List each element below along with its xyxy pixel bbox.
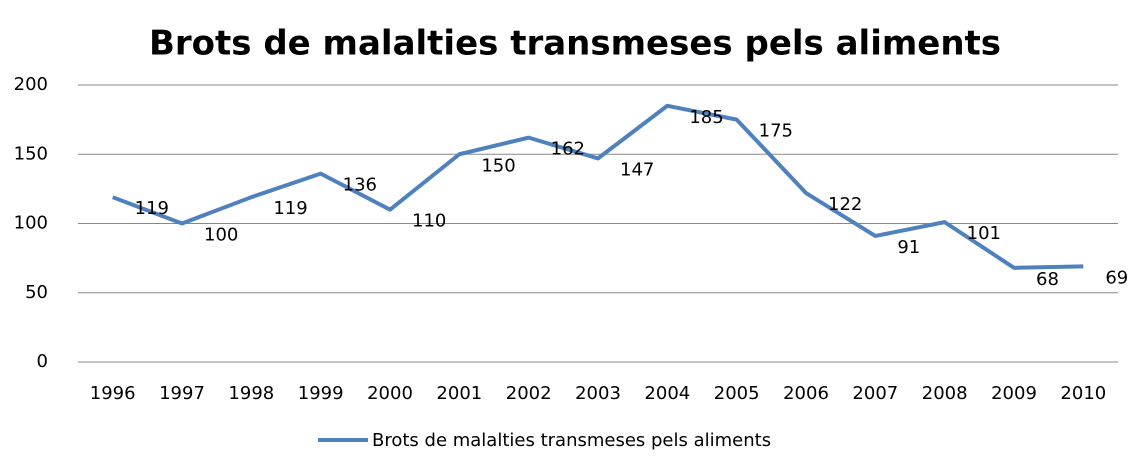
data-label: 100 <box>204 225 238 246</box>
x-tick-label: 2003 <box>575 383 621 404</box>
x-tick-label: 2002 <box>506 383 552 404</box>
x-tick-label: 2010 <box>1060 383 1106 404</box>
y-tick-label: 100 <box>14 213 48 234</box>
data-label: 136 <box>343 175 377 196</box>
data-label: 101 <box>967 223 1001 244</box>
x-tick-label: 2007 <box>852 383 898 404</box>
data-label: 110 <box>412 211 446 232</box>
data-label: 119 <box>273 198 307 219</box>
y-tick-label: 0 <box>37 351 48 372</box>
x-tick-label: 2006 <box>783 383 829 404</box>
x-tick-label: 2008 <box>922 383 968 404</box>
x-tick-label: 1997 <box>159 383 205 404</box>
data-label: 185 <box>689 107 723 128</box>
data-label: 147 <box>620 159 654 180</box>
x-tick-label: 1998 <box>228 383 274 404</box>
x-tick-label: 2004 <box>644 383 690 404</box>
legend-label: Brots de malalties transmeses pels alime… <box>372 430 771 451</box>
y-tick-label: 150 <box>14 143 48 164</box>
y-tick-label: 50 <box>25 282 48 303</box>
data-label: 150 <box>481 155 515 176</box>
x-tick-label: 1999 <box>298 383 344 404</box>
data-label: 162 <box>551 139 585 160</box>
series-line <box>111 103 1084 270</box>
y-tick-label: 200 <box>14 74 48 95</box>
data-label: 69 <box>1105 267 1128 288</box>
x-tick-label: 1996 <box>90 383 136 404</box>
data-label: 119 <box>135 198 169 219</box>
chart-title: Brots de malalties transmeses pels alime… <box>149 24 1001 64</box>
data-label: 122 <box>828 194 862 215</box>
x-tick-label: 2000 <box>367 383 413 404</box>
data-label: 68 <box>1036 269 1059 290</box>
data-label: 175 <box>759 121 793 142</box>
x-tick-label: 2001 <box>436 383 482 404</box>
x-tick-label: 2005 <box>714 383 760 404</box>
data-label: 91 <box>897 237 920 258</box>
x-tick-label: 2009 <box>991 383 1037 404</box>
